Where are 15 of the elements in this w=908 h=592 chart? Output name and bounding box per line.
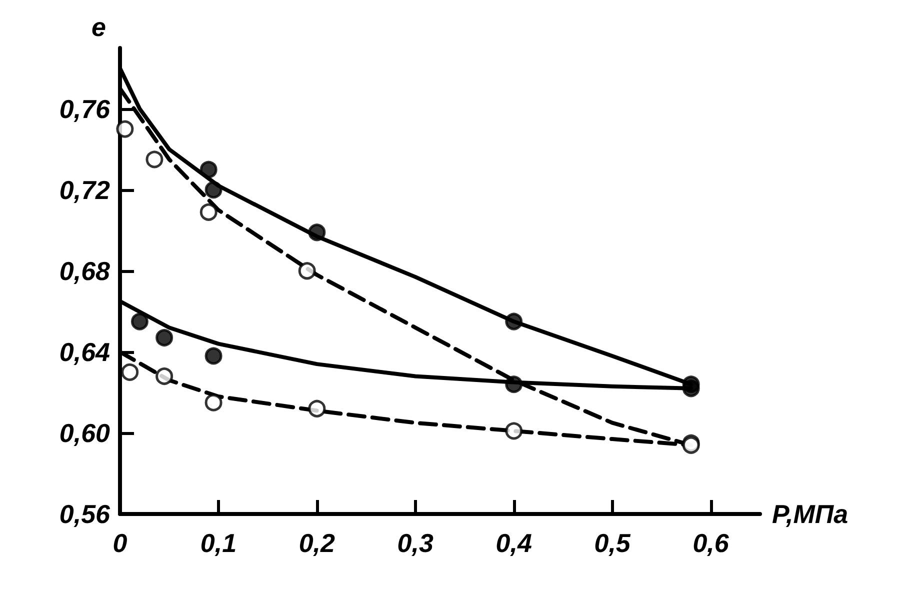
x-tick-label: 0,3: [397, 528, 434, 558]
y-tick-label: 0,60: [59, 418, 111, 448]
y-tick-label: 0,64: [59, 336, 111, 367]
y-axis-title: e: [92, 12, 106, 42]
y-tick-label: 0,56: [59, 499, 111, 529]
y-tick-label: 0,76: [59, 94, 111, 124]
x-tick-label: 0,5: [594, 528, 631, 558]
x-tick-label: 0: [112, 528, 128, 558]
x-axis-title: P,МПа: [772, 499, 848, 529]
x-tick-label: 0,4: [496, 528, 532, 558]
x-tick-label: 0,6: [692, 528, 730, 558]
x-tick-label: 0,2: [298, 528, 336, 558]
y-tick-label: 0,72: [59, 174, 111, 205]
y-tick-label: 0,68: [59, 256, 111, 286]
x-tick-label: 0,1: [200, 528, 237, 558]
